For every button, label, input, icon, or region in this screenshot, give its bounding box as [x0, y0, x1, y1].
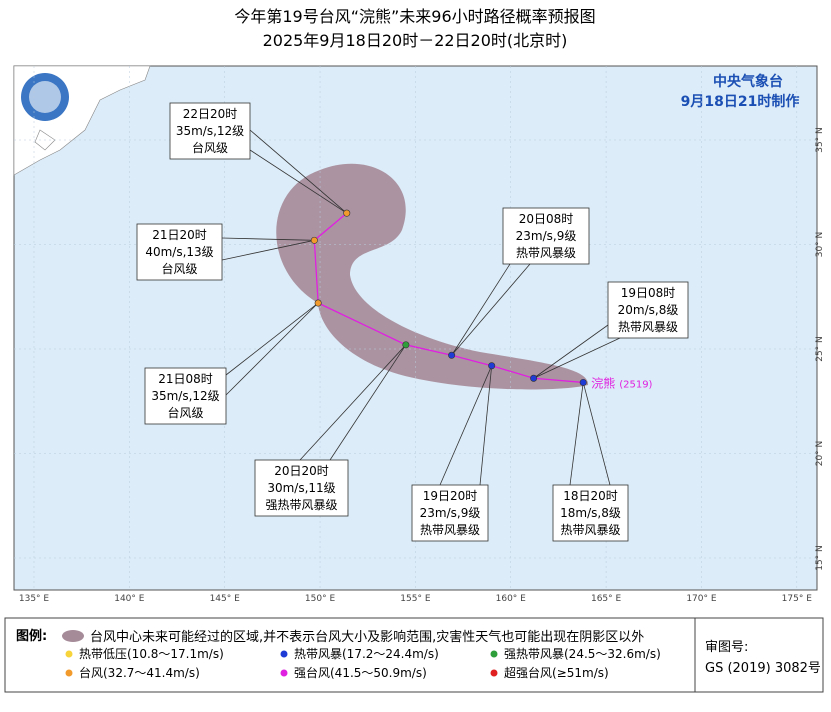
lon-tick-label: 165° E: [591, 594, 622, 604]
track-point: [579, 378, 587, 386]
track-line: [313, 212, 584, 384]
label-box: [254, 459, 349, 517]
point-grade: 热带风暴级: [516, 246, 576, 260]
track-point: [402, 341, 410, 349]
track-point: [343, 209, 351, 217]
logo-inner: [29, 81, 61, 113]
title: 今年第19号台风“浣熊”未来96小时路径概率预报图: [234, 7, 595, 26]
review-label: 审图号:: [705, 640, 748, 655]
legend-swatch: [490, 650, 498, 658]
track-point: [448, 351, 456, 359]
probability-cone: [276, 163, 589, 390]
lon-tick-label: 135° E: [19, 594, 50, 604]
leader-line: [439, 365, 493, 486]
lon-tick-label: 150° E: [305, 594, 336, 604]
leader-line: [582, 382, 611, 486]
point-time: 22日20时: [183, 107, 238, 121]
point-wind: 40m/s,13级: [145, 245, 213, 259]
legend-swatch: [65, 669, 73, 677]
lat-tick-label: 25° N: [815, 336, 825, 362]
leader-line: [249, 129, 348, 214]
leader-line: [225, 302, 319, 376]
point-wind: 20m/s,8级: [618, 303, 679, 317]
leader-line: [479, 365, 493, 486]
point-wind: 30m/s,11级: [267, 481, 335, 495]
track-point: [314, 299, 322, 307]
point-wind: 23m/s,9级: [420, 506, 481, 520]
leader-line: [329, 344, 407, 461]
typhoon-number: (2519): [619, 379, 652, 390]
label-box: [607, 281, 689, 339]
leader-line: [299, 344, 407, 461]
label-box: [502, 207, 590, 265]
point-grade: 台风级: [167, 405, 203, 420]
point-time: 20日20时: [274, 464, 329, 478]
lon-tick-label: 175° E: [782, 594, 813, 604]
agency: 中央气象台: [713, 73, 783, 90]
point-grade: 热带风暴级: [560, 523, 620, 537]
leader-line: [451, 263, 511, 356]
lon-tick-label: 140° E: [114, 594, 145, 604]
point-time: 18日20时: [563, 489, 618, 503]
leader-line: [221, 237, 315, 241]
legend-label: 热带低压(10.8～17.1m/s): [79, 647, 224, 661]
lon-tick-label: 155° E: [400, 594, 431, 604]
legend-cone-swatch: [62, 630, 84, 642]
label-box: [552, 484, 629, 542]
point-grade: 强热带风暴级: [265, 498, 337, 512]
legend-swatch: [280, 650, 288, 658]
point-wind: 35m/s,12级: [176, 124, 244, 138]
leader-line: [249, 149, 347, 214]
legend-swatch: [65, 650, 73, 658]
point-time: 21日20时: [152, 228, 207, 242]
point-time: 20日08时: [519, 212, 574, 226]
label-box: [144, 367, 227, 425]
legend-label: 超强台风(≥51m/s): [504, 665, 609, 680]
point-grade: 热带风暴级: [420, 523, 480, 537]
track-point: [488, 362, 496, 370]
issued-time: 9月18日21时制作: [681, 93, 800, 110]
legend-label: 台风(32.7～41.4m/s): [79, 665, 200, 680]
leader-line: [569, 382, 584, 486]
legend-cone: 台风中心未来可能经过的区域,并不表示台风大小及影响范围,灾害性天气也可能出现在阴…: [90, 629, 644, 645]
lat-tick-label: 30° N: [815, 232, 825, 258]
legend-label: 强台风(41.5～50.9m/s): [294, 665, 427, 680]
lat-tick-label: 35° N: [815, 127, 825, 153]
legend-frame: [4, 617, 824, 693]
leader-line: [221, 239, 315, 261]
legend-swatch: [490, 669, 498, 677]
labels: 18日20时18m/s,8级热带风暴级19日08时20m/s,8级热带风暴级19…: [136, 102, 689, 542]
label-box: [411, 484, 489, 542]
point-time: 21日08时: [158, 372, 213, 386]
leader-line: [533, 337, 621, 379]
legend-swatch: [280, 669, 288, 677]
point-grade: 热带风暴级: [618, 320, 678, 334]
lat-tick-label: 15° N: [815, 545, 825, 571]
subtitle: 2025年9月18日20时－22日20时(北京时): [263, 31, 568, 50]
track-point: [310, 236, 318, 244]
point-grade: 台风级: [161, 261, 197, 276]
leader-line: [451, 263, 531, 356]
lon-tick-label: 170° E: [686, 594, 717, 604]
lon-tick-label: 160° E: [496, 594, 527, 604]
legend-title: 图例:: [16, 628, 47, 644]
leader-line: [225, 302, 319, 396]
track-point: [530, 374, 538, 382]
legend-label: 强热带风暴(24.5～32.6m/s): [504, 647, 661, 661]
point-time: 19日08时: [621, 286, 676, 300]
lat-tick-label: 20° N: [815, 441, 825, 467]
point-wind: 35m/s,12级: [151, 389, 219, 403]
label-box: [169, 102, 251, 160]
typhoon-name: 浣熊: [591, 375, 615, 390]
point-wind: 18m/s,8级: [560, 506, 621, 520]
legend-label: 热带风暴(17.2～24.4m/s): [294, 647, 439, 661]
point-grade: 台风级: [192, 140, 228, 155]
lon-tick-label: 145° E: [210, 594, 241, 604]
review-number: GS (2019) 3082号: [705, 661, 821, 676]
point-time: 19日20时: [423, 489, 478, 503]
point-wind: 23m/s,9级: [516, 229, 577, 243]
leader-line: [533, 324, 609, 379]
label-box: [136, 223, 223, 281]
